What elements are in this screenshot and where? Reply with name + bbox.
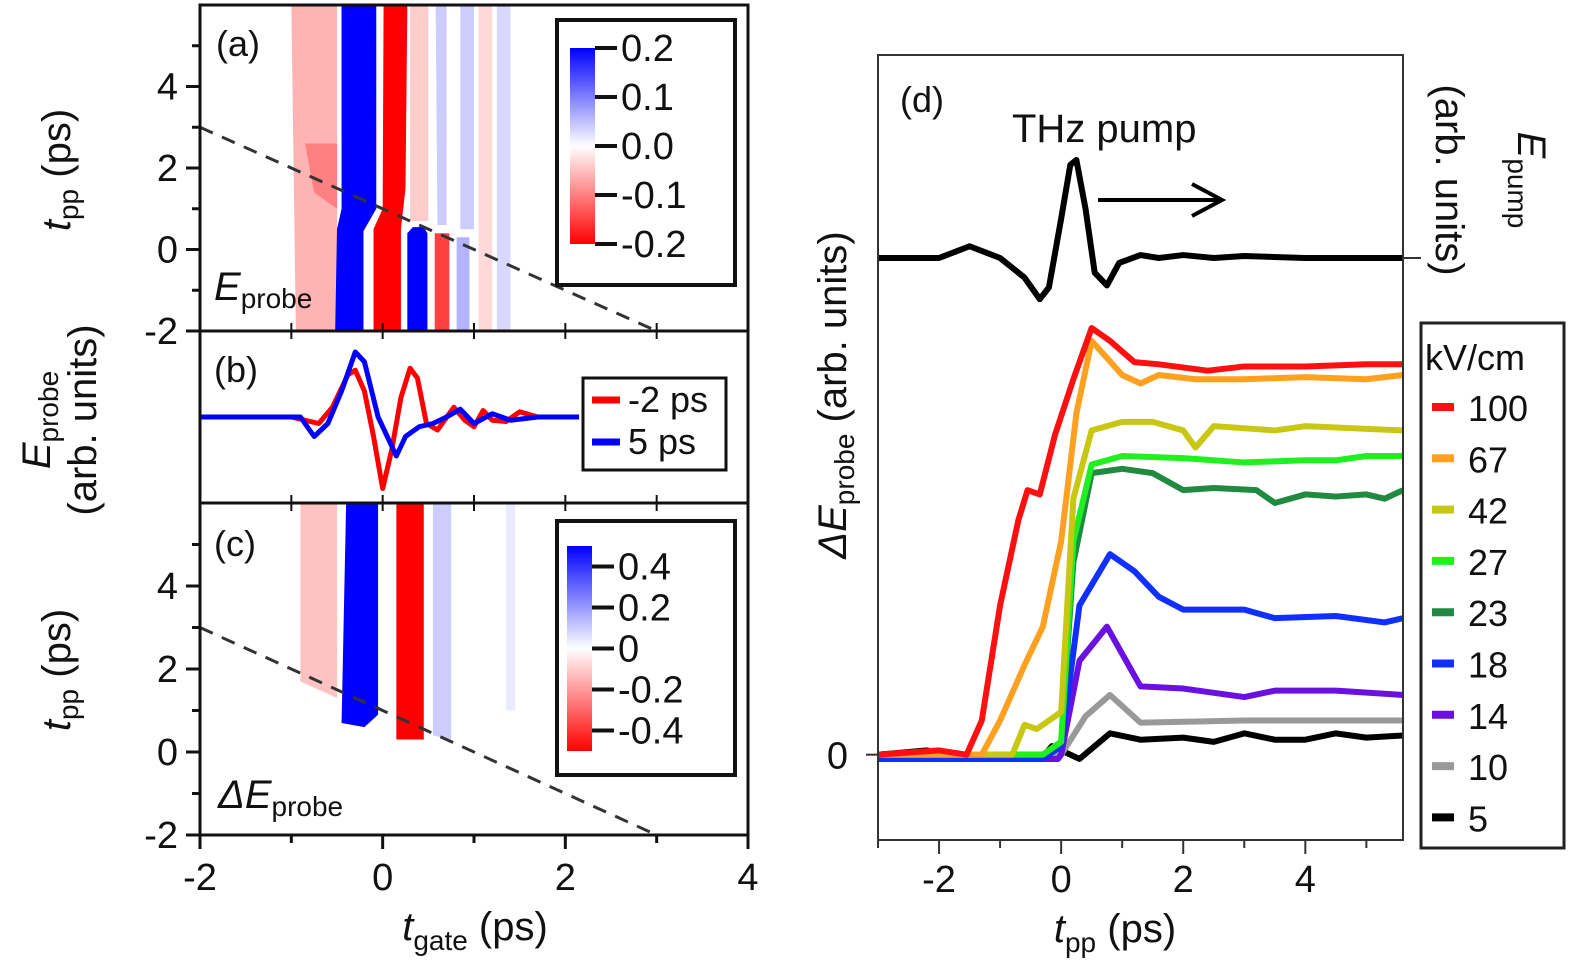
x-tick-label: 0: [372, 857, 393, 899]
inset-label-a: Eprobe: [214, 265, 312, 314]
dashed-line: [200, 626, 658, 835]
panel-d-lines: [878, 157, 1403, 762]
colorbar-tick-label: 0: [618, 629, 639, 671]
thz-pump-annotation: THz pump: [1012, 107, 1197, 151]
dashed-line: [200, 125, 658, 331]
plot-frame: [198, 329, 750, 505]
legend-box: [581, 376, 728, 472]
ylabel-d-right: Epump: [1502, 132, 1553, 229]
xlabel-d: tpp (ps): [1054, 907, 1176, 958]
heatmap-stripe: [505, 503, 516, 711]
heatmap-stripe: [407, 227, 428, 331]
colorbar-tick-label: 0.2: [618, 588, 671, 630]
legend-title: kV/cm: [1425, 337, 1525, 378]
x-tick-label: 0: [1051, 859, 1072, 901]
legend-label: 14: [1468, 696, 1508, 737]
heatmap-stripe: [478, 5, 493, 331]
series-line-10: [878, 691, 1403, 758]
series-line-23: [878, 465, 1403, 758]
series-line-27: [878, 453, 1403, 758]
legend-b: -2 ps5 ps: [581, 376, 728, 472]
panel-label-c: (c): [214, 523, 256, 564]
legend-label: 42: [1468, 491, 1508, 532]
arrow-right-icon: [1098, 182, 1227, 218]
heatmap-stripe: [496, 5, 511, 331]
x-tick-label: -2: [183, 857, 217, 899]
legend-label: 23: [1468, 593, 1508, 634]
legend-label: -2 ps: [628, 379, 708, 420]
ylabel-a: tpp (ps): [35, 109, 84, 231]
x-tick-label: 4: [1295, 859, 1316, 901]
heatmap-stripe: [434, 233, 450, 331]
y-tick-label: -2: [144, 815, 178, 857]
series-line-100: [878, 325, 1403, 758]
y-tick-label: 2: [157, 148, 178, 190]
ylabel-d-right-units: (arb. units): [1427, 84, 1471, 275]
y-tick-label: 0: [157, 732, 178, 774]
series-line-14: [878, 623, 1403, 762]
heatmap-stripe: [410, 5, 429, 221]
series-line-42: [878, 418, 1403, 758]
y-tick-label: 2: [157, 649, 178, 691]
panel-a-heatmap: [200, 5, 658, 331]
pump-trace: [878, 157, 1403, 303]
x-tick-label: 4: [737, 857, 758, 899]
series-line-18: [878, 551, 1403, 762]
colorbar-tick-label: -0.2: [621, 224, 686, 266]
x-tick-label: -2: [922, 859, 956, 901]
series-line-67: [878, 337, 1403, 758]
ylabel-b: Eprobe: [15, 371, 64, 469]
colorbar-tick-label: 0.4: [618, 547, 671, 589]
heatmap-stripe: [456, 237, 470, 331]
legend-label: 67: [1468, 439, 1508, 480]
series-line-5ps: [200, 349, 580, 459]
ylabel-d: ΔEprobe (arb. units): [811, 231, 860, 559]
y-tick-label: 4: [157, 67, 178, 109]
heatmap-stripe: [335, 5, 377, 331]
legend-label: 27: [1468, 542, 1508, 583]
xlabel-tgate: tgate (ps): [402, 905, 548, 956]
legend-d: kV/cm 100 67 42 27 23 18 14 10 5: [1419, 321, 1566, 850]
colorbar-tick-label: 0.1: [621, 77, 674, 119]
heatmap-stripe: [373, 5, 408, 331]
heatmap-stripe: [432, 503, 452, 740]
colorbar-tick-label: -0.4: [618, 711, 683, 753]
y-tick-label: 0: [157, 230, 178, 272]
legend-label: 5 ps: [628, 421, 696, 462]
colorbar-tick-label: -0.2: [618, 670, 683, 712]
panel-b-lines: [200, 349, 580, 491]
legend-label: 18: [1468, 645, 1508, 686]
panel-label-d: (d): [900, 79, 944, 120]
panel-label-a: (a): [216, 23, 260, 64]
y-tick-label: 0: [827, 736, 848, 778]
colorbar: [570, 48, 595, 244]
heatmap-stripe: [341, 503, 379, 728]
y-tick-label: 4: [157, 566, 178, 608]
colorbar-tick-label: 0.2: [621, 28, 674, 70]
heatmap-stripe: [460, 5, 474, 230]
legend-label: 10: [1468, 747, 1508, 788]
ylabel-b-units: (arb. units): [61, 324, 105, 515]
y-tick-label: -2: [144, 311, 178, 353]
heatmap-stripe: [396, 503, 424, 740]
x-tick-label: 2: [555, 857, 576, 899]
panel-c-heatmap: [200, 503, 658, 835]
x-tick-label: 2: [1173, 859, 1194, 901]
heatmap-stripe: [300, 503, 337, 699]
panel-label-b: (b): [214, 349, 258, 390]
ylabel-c: tpp (ps): [35, 609, 84, 731]
colorbar-tick-label: 0.0: [621, 126, 674, 168]
heatmap-stripe: [435, 5, 447, 226]
inset-label-c: ΔEprobe: [217, 773, 343, 822]
heatmap-stripe: [305, 143, 337, 209]
legend-label: 5: [1468, 798, 1488, 839]
plot-frame: [877, 54, 1404, 841]
colorbar: [567, 546, 592, 751]
colorbar-tick-label: -0.1: [621, 175, 686, 217]
legend-label: 100: [1468, 388, 1528, 429]
